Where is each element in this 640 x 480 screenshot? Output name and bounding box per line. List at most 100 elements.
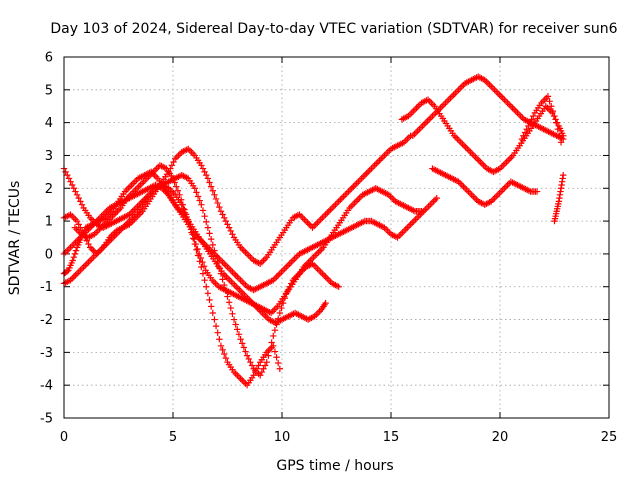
data-point	[77, 198, 84, 205]
data-point	[170, 158, 177, 166]
data-point	[243, 352, 251, 359]
data-point	[65, 175, 73, 182]
data-point	[72, 188, 79, 195]
data-point	[235, 331, 243, 338]
data-point	[520, 132, 527, 139]
data-point	[258, 368, 266, 376]
data-point	[204, 290, 212, 297]
data-point	[232, 321, 239, 328]
chart-title: Day 103 of 2024, Sidereal Day-to-day VTE…	[50, 21, 617, 37]
data-point	[274, 359, 282, 367]
data-point	[197, 254, 204, 262]
data-point	[216, 336, 223, 343]
data-point	[186, 221, 193, 228]
data-point	[227, 304, 234, 312]
x-axis-label: GPS time / hours	[276, 458, 393, 474]
data-point	[544, 93, 552, 100]
data-point	[216, 264, 223, 272]
data-point	[191, 235, 198, 243]
series-9	[429, 165, 541, 208]
x-tick-label: 0	[60, 430, 68, 445]
data-point	[270, 342, 277, 349]
data-point	[216, 203, 223, 211]
x-tick-label: 25	[601, 430, 618, 445]
data-point	[174, 187, 182, 194]
data-point	[64, 267, 71, 275]
data-point	[552, 119, 560, 126]
data-point	[234, 326, 241, 333]
data-point	[222, 354, 230, 362]
x-tick-label: 5	[169, 430, 177, 445]
data-point	[199, 270, 207, 277]
data-point	[200, 263, 208, 270]
data-point	[207, 235, 215, 243]
data-point	[187, 226, 195, 233]
data-point	[206, 179, 213, 186]
data-point	[199, 165, 207, 172]
data-point	[276, 309, 284, 317]
data-point	[75, 221, 82, 228]
data-point	[193, 189, 200, 196]
data-point	[560, 171, 567, 179]
data-point	[212, 195, 220, 203]
data-point	[75, 194, 82, 202]
data-point	[222, 217, 230, 225]
y-tick-label: 4	[45, 116, 53, 131]
data-point	[173, 183, 180, 190]
data-point	[219, 211, 226, 218]
data-point	[214, 199, 221, 207]
data-point	[184, 216, 191, 223]
data-point	[217, 208, 225, 215]
y-tick-label: 2	[45, 182, 53, 197]
data-point	[250, 372, 257, 379]
data-point	[546, 98, 553, 105]
data-point	[518, 135, 525, 143]
y-tick-label: 6	[45, 51, 53, 66]
data-point	[209, 187, 216, 194]
data-point	[526, 119, 534, 126]
data-marks	[60, 73, 567, 389]
y-axis-label: SDTVAR / TECUs	[7, 181, 23, 296]
data-point	[193, 246, 200, 254]
data-point	[229, 310, 236, 318]
data-point	[203, 218, 210, 226]
data-point	[207, 183, 215, 190]
data-point	[203, 171, 210, 179]
data-point	[192, 240, 200, 248]
data-point	[176, 191, 183, 199]
data-point	[217, 270, 225, 277]
data-point	[196, 197, 203, 204]
data-point	[85, 240, 92, 248]
data-point	[67, 178, 74, 185]
data-point	[211, 191, 218, 199]
data-point	[199, 258, 206, 266]
y-tick-label: -2	[40, 313, 53, 328]
data-point	[533, 188, 541, 195]
y-tick-label: -5	[40, 412, 53, 427]
data-point	[169, 175, 177, 182]
data-point	[257, 372, 264, 379]
data-point	[418, 208, 425, 215]
data-point	[204, 224, 212, 231]
data-point	[271, 348, 279, 355]
data-point	[261, 362, 269, 369]
data-point	[247, 359, 254, 366]
data-point	[225, 299, 233, 306]
data-point	[557, 139, 565, 146]
y-tick-label: 5	[45, 83, 53, 98]
data-point	[68, 181, 76, 189]
data-point	[209, 309, 216, 317]
y-tick-label: 1	[45, 215, 53, 230]
data-point	[253, 365, 261, 372]
data-point	[273, 321, 280, 328]
data-point	[198, 162, 205, 169]
data-point	[181, 206, 188, 213]
data-point	[78, 201, 86, 208]
series-10	[518, 93, 565, 146]
data-point	[245, 355, 252, 363]
data-point	[189, 231, 196, 238]
data-point	[217, 342, 225, 349]
y-tick-label: 3	[45, 149, 53, 164]
data-point	[69, 257, 76, 264]
